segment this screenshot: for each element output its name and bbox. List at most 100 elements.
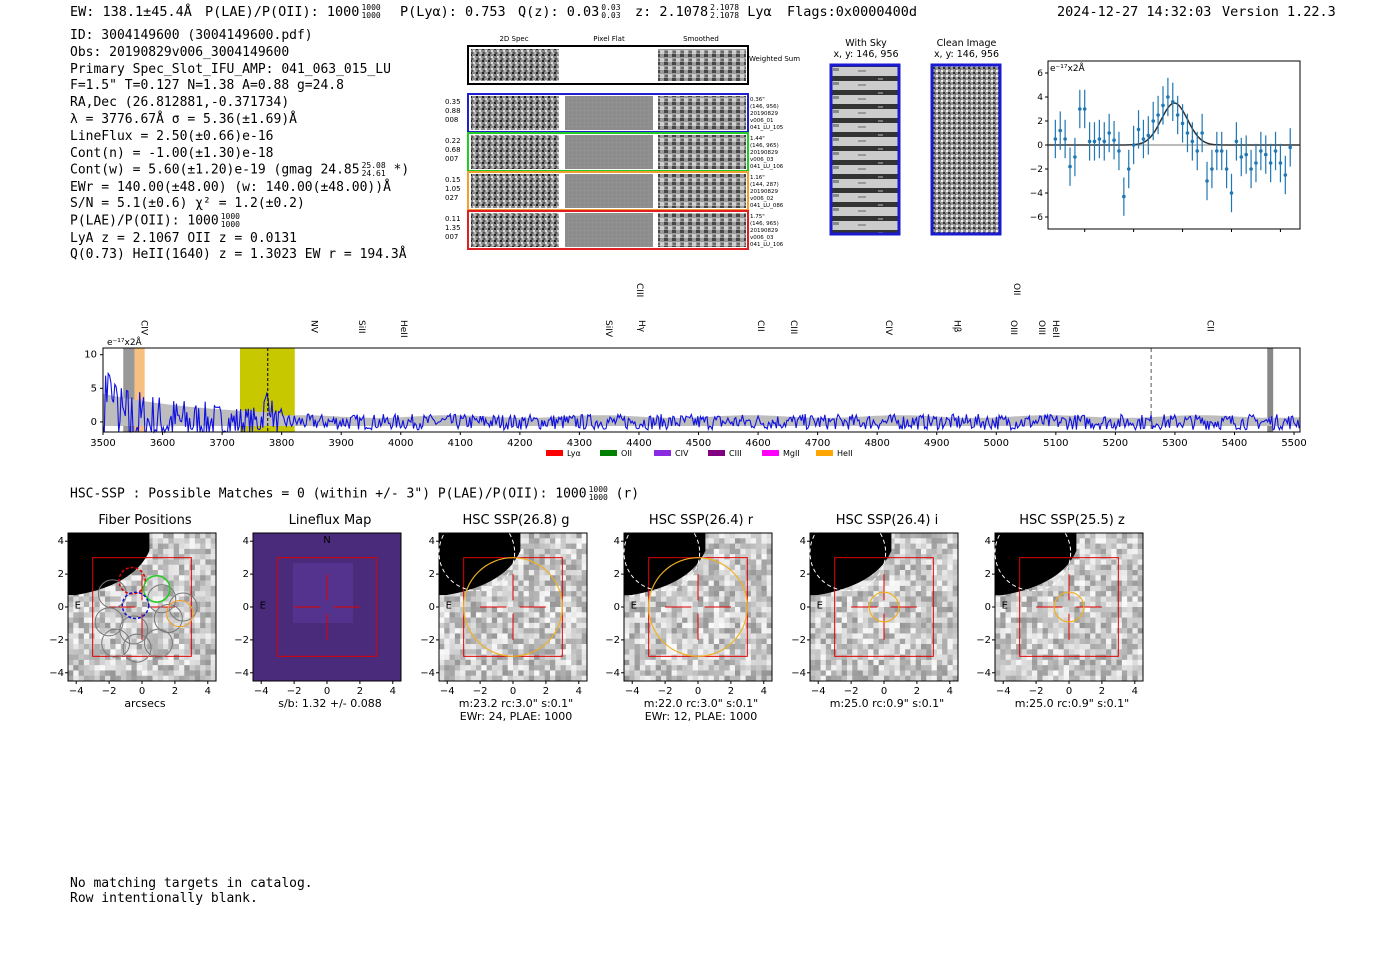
- fiber-circle: [122, 633, 152, 663]
- spectrum-xtick-label: 5000: [984, 438, 1009, 449]
- header-plae: P(LAE)/P(OII): 1000 1000 1000: [205, 3, 381, 21]
- cutout-right-label: v006_01: [750, 118, 774, 124]
- spectrum-frame: [102, 347, 1301, 433]
- spectrum-mask-band: [123, 348, 135, 432]
- zoom-point: [1107, 131, 1111, 135]
- spectrum-xtick-label: 5300: [1162, 438, 1187, 449]
- magnitude-aperture: [648, 557, 748, 657]
- fiber-circle: [168, 592, 198, 622]
- spectrum-xtick-label: 3700: [209, 438, 234, 449]
- info-contw-end: *): [393, 162, 410, 178]
- header-plae-sup: 1000: [361, 3, 381, 12]
- weighted-smooth: [658, 49, 746, 81]
- cutout-right-label: 0.36": [750, 97, 765, 103]
- header-timestamp: 2024-12-27 14:32:03: [1057, 4, 1212, 20]
- fiber-circle: [119, 615, 149, 645]
- magnitude-aperture: [463, 557, 563, 657]
- fiber-circle-green: [142, 575, 171, 603]
- spectral-line-label: HeII: [1050, 320, 1060, 338]
- zoom-ytick-label: −6: [1030, 213, 1043, 223]
- sky-images: [829, 63, 1002, 236]
- hsc-xtick-label: −2: [1029, 686, 1044, 697]
- with-sky-xy: x, y: 146, 956: [833, 49, 899, 60]
- north-label: N: [323, 535, 330, 546]
- with-sky-label: With Sky: [845, 38, 887, 49]
- legend-swatch: [654, 450, 671, 456]
- cutout-smooth: [658, 96, 746, 130]
- hsc-ytick-label: −4: [606, 668, 620, 679]
- hsc-xtick-label: 0: [1066, 686, 1072, 697]
- hsc-ytick-label: 0: [58, 602, 64, 613]
- cutout-left-label: 0.22: [445, 137, 461, 145]
- hsc-ytick-label: −2: [235, 635, 249, 646]
- spectrum-xtick-label: 4500: [686, 438, 711, 449]
- hsc-ytick-label: −2: [977, 635, 991, 646]
- spectral-line-label: OIII: [1036, 320, 1046, 335]
- spectrum-line: [102, 371, 1300, 434]
- hsc-xtick-label: 0: [510, 686, 516, 697]
- zoom-point: [1063, 137, 1067, 141]
- zoom-point: [1087, 139, 1092, 144]
- fiber-circle-blue: [121, 591, 150, 620]
- cutout-2d: [471, 135, 559, 169]
- hsc-ytick-label: 4: [800, 536, 806, 547]
- zoom-point: [1278, 161, 1283, 165]
- neighbor-ellipse: [809, 530, 887, 592]
- spectral-line-label: OII: [1011, 283, 1021, 295]
- info-sn: S/N = 5.1(±0.6) χ² = 1.2(±0.2): [70, 196, 305, 212]
- zoom-point: [1073, 155, 1077, 159]
- info-plae: P(LAE)/P(OII): 1000 1000 1000: [70, 213, 409, 230]
- spectral-line-label: Hβ: [952, 320, 962, 333]
- east-label: E: [75, 601, 81, 612]
- spectrum-xtick-label: 4200: [507, 438, 532, 449]
- spectrum-xtick-label: 5400: [1222, 438, 1247, 449]
- hsc-ytick-label: 4: [243, 536, 249, 547]
- hsc-ytick-label: 0: [429, 602, 435, 613]
- spectrum-legend: Lyα OII CIV CIII MgII HeII: [546, 449, 853, 458]
- magnitude-aperture: [1053, 591, 1085, 623]
- hsc-xtick-label: 4: [576, 686, 582, 697]
- zoom-ytick-label: 4: [1037, 93, 1043, 103]
- weighted-label: Weighted Sum: [749, 55, 800, 63]
- spectrum-mask-band: [1267, 348, 1274, 432]
- cutout-right-label: 1.16": [750, 175, 765, 181]
- zoom-point: [1249, 167, 1253, 171]
- footer: No matching targets in catalog. Row inte…: [70, 876, 313, 906]
- zoom-point: [1175, 113, 1180, 117]
- cutout-2d: [471, 96, 559, 130]
- hsc-panel-caption: m:22.0 rc:3.0" s:0.1" EWr: 12, PLAE: 1000: [611, 697, 791, 723]
- cutout-right-label: (146, 965): [750, 221, 779, 227]
- zoom-ytick-label: 0: [1037, 141, 1043, 151]
- neighbor-ellipse: [623, 530, 701, 592]
- header-plae-sub: 1000: [361, 11, 381, 20]
- cutout-flat: [565, 96, 653, 130]
- zoom-point: [1190, 139, 1195, 144]
- hsc-caption-line: m:23.2 rc:3.0" s:0.1": [458, 697, 574, 710]
- cutout-right-label: 20190829: [750, 189, 778, 195]
- cutout-right-label: v006_03: [750, 157, 774, 163]
- hsc-xtick-label: 2: [1099, 686, 1105, 697]
- spectrum-xtick-label: 4800: [864, 438, 889, 449]
- hsc-ytick-label: 2: [58, 569, 64, 580]
- zoom-point: [1131, 143, 1136, 147]
- cutout-right-label: 1.75": [750, 214, 765, 220]
- spectral-line-label: CIV: [883, 320, 893, 336]
- hsc-xtick-label: 2: [543, 686, 549, 697]
- dark-source: [995, 533, 1077, 596]
- cutout-right-label: 041_LU_106: [750, 242, 784, 248]
- zoom-point: [1156, 113, 1160, 117]
- hsc-caption-line: EWr: 12, PLAE: 1000: [644, 710, 758, 723]
- zoom-ytick-label: 2: [1037, 117, 1043, 127]
- hsc-xtick-label: 0: [324, 686, 330, 697]
- hsc-panel-title: Lineflux Map: [288, 513, 372, 528]
- cutout-flat: [565, 213, 653, 247]
- hsc-ytick-label: 2: [985, 569, 991, 580]
- zoom-point: [1161, 103, 1165, 108]
- east-label: E: [260, 601, 266, 612]
- magnitude-aperture: [868, 591, 900, 623]
- header-qz-sub: 0.03: [601, 11, 621, 20]
- info-contw-text: Cont(w) = 5.60(±1.20)e-19 (gmag 24.85: [70, 162, 360, 178]
- hsc-xtick-label: −2: [658, 686, 673, 697]
